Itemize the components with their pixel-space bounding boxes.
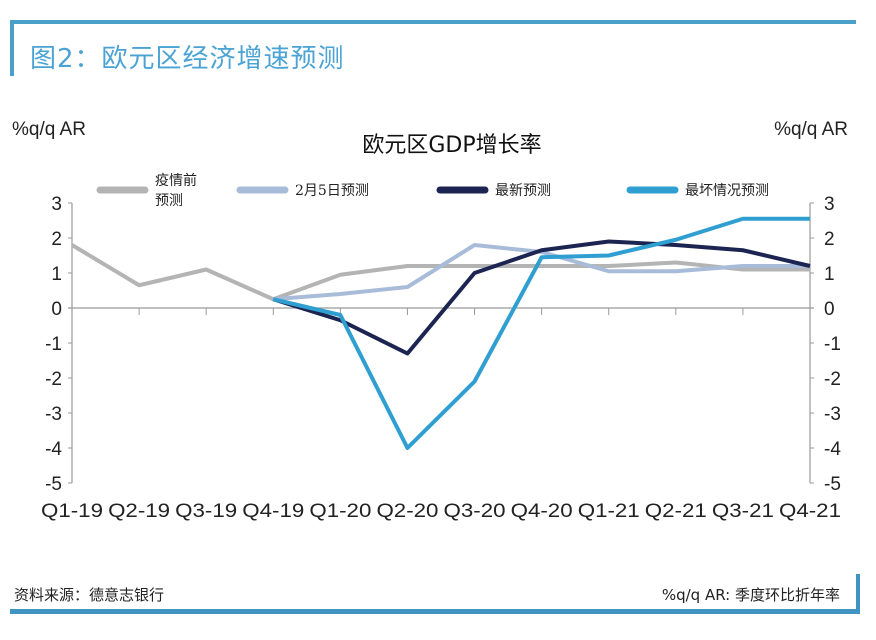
- unit-note: %q/q AR: 季度环比折年率: [661, 586, 840, 604]
- legend-label-4: 最坏情况预测: [685, 183, 769, 199]
- right-y-tick-label: -4: [824, 439, 841, 460]
- left-y-tick-label: 3: [51, 194, 62, 215]
- left-axis-unit: %q/q AR: [12, 119, 86, 140]
- axes: 3 32 21 10 0-1 -1-2 -2-3 -3-4 -4-5 -5Q1-19 Q2-19 Q3…: [41, 194, 841, 522]
- right-y-tick-label: -1: [824, 334, 841, 355]
- legend-label-1: 疫情前: [155, 172, 197, 189]
- frame-bottom-border: [10, 609, 860, 614]
- legend-label-2: 2月5日预测: [295, 183, 369, 199]
- right-y-tick-label: 3: [824, 194, 835, 215]
- x-tick-label: Q3-21: [712, 501, 774, 522]
- left-y-tick-label: -3: [45, 404, 62, 425]
- right-y-tick-label: -5: [824, 474, 841, 495]
- frame-right-border: [856, 574, 860, 614]
- right-axis-unit: %q/q AR: [774, 119, 848, 140]
- right-y-tick-label: 1: [824, 264, 835, 285]
- x-tick-label: Q2-20: [376, 501, 438, 522]
- left-y-tick-label: -5: [45, 474, 62, 495]
- legend-label-3: 最新预测: [495, 183, 551, 199]
- left-y-tick-label: -1: [45, 334, 62, 355]
- series-line-3: [272, 239, 811, 356]
- figure-title: 图2：欧元区经济增速预测: [30, 44, 345, 74]
- right-y-tick-label: -3: [824, 404, 841, 425]
- x-tick-label: Q3-20: [444, 501, 506, 522]
- series-line-4: [272, 216, 810, 450]
- frame-top-border: [10, 20, 856, 24]
- x-tick-label: Q4-21: [779, 501, 841, 522]
- left-y-tick-label: 1: [51, 264, 62, 285]
- x-tick-label: Q1-21: [578, 501, 640, 522]
- x-tick-label: Q2-21: [645, 501, 707, 522]
- x-tick-label: Q4-20: [511, 501, 573, 522]
- x-tick-label: Q3-19: [175, 501, 237, 522]
- frame-left-border: [10, 20, 14, 76]
- left-y-tick-label: 0: [51, 299, 62, 320]
- left-y-tick-label: 2: [51, 229, 62, 250]
- x-tick-label: Q4-19: [242, 501, 304, 522]
- series-lines: [70, 216, 811, 450]
- right-y-tick-label: 2: [824, 229, 835, 250]
- series-line-1: [70, 243, 810, 302]
- x-tick-label: Q1-19: [41, 501, 103, 522]
- left-y-tick-label: -2: [45, 369, 62, 390]
- left-y-tick-label: -4: [45, 439, 62, 460]
- chart-title: 欧元区GDP增长率: [362, 133, 541, 158]
- source-note: 资料来源：德意志银行: [14, 586, 165, 604]
- legend-label-1: 预测: [155, 193, 183, 209]
- x-tick-label: Q1-20: [309, 501, 371, 522]
- right-y-tick-label: -2: [824, 369, 841, 390]
- right-y-tick-label: 0: [824, 299, 835, 320]
- x-tick-label: Q2-19: [108, 501, 170, 522]
